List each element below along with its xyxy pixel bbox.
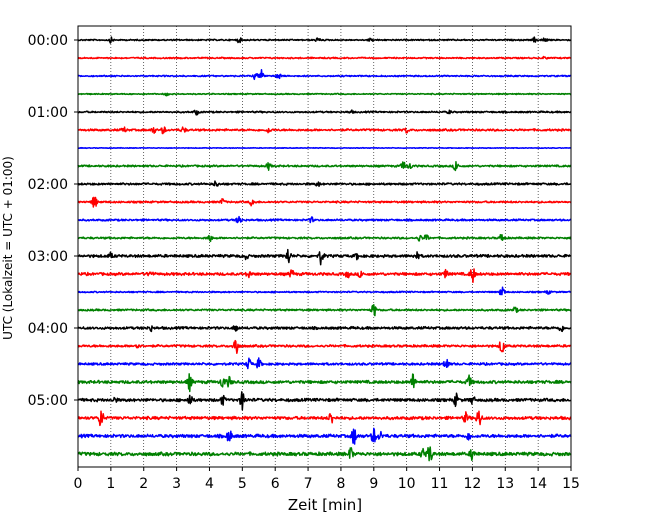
trace-line: [77, 325, 572, 333]
trace-line: [77, 248, 572, 266]
plot-frame: [77, 25, 572, 468]
y-axis-ticks: 00:00 01:00 02:00 03:00 04:00 05:00: [28, 33, 78, 409]
trace-line: [77, 146, 572, 150]
trace-line: [77, 268, 572, 284]
trace-line: [77, 357, 572, 370]
x-tick-label: 4: [205, 476, 214, 492]
trace-line: [77, 69, 572, 81]
y-tick-label: 01:00: [28, 105, 68, 121]
trace-line: [77, 446, 572, 462]
x-axis-ticks: 0 1 2 3 4 5 6 7 8 9 10 11 12 13 14 15: [74, 467, 580, 492]
y-tick-label: 02:00: [28, 177, 68, 193]
seismogram-traces: [77, 36, 572, 462]
x-tick-label: 11: [431, 476, 449, 492]
trace-line: [77, 180, 572, 188]
x-tick-label: 8: [336, 476, 345, 492]
trace-line: [77, 391, 572, 411]
x-tick-label: 14: [529, 476, 547, 492]
trace-line: [77, 427, 572, 445]
trace-line: [77, 286, 572, 296]
x-tick-label: 12: [463, 476, 481, 492]
trace-line: [77, 303, 572, 317]
trace-line: [77, 55, 572, 60]
trace-line: [77, 339, 572, 355]
trace-line: [77, 109, 572, 116]
trace-line: [77, 196, 572, 208]
x-tick-label: 6: [271, 476, 280, 492]
trace-line: [77, 233, 572, 243]
trace-line: [77, 126, 572, 135]
x-tick-label: 13: [496, 476, 514, 492]
x-tick-label: 7: [304, 476, 313, 492]
y-tick-label: 00:00: [28, 33, 68, 49]
trace-line: [77, 161, 572, 172]
x-tick-label: 5: [238, 476, 247, 492]
trace-line: [77, 36, 572, 44]
y-tick-label: 05:00: [28, 393, 68, 409]
trace-line: [77, 215, 572, 224]
x-axis-label: Zeit [min]: [288, 496, 362, 514]
x-tick-label: 1: [106, 476, 115, 492]
x-tick-label: 3: [172, 476, 181, 492]
x-tick-label: 2: [139, 476, 148, 492]
trace-line: [77, 373, 572, 393]
y-tick-label: 04:00: [28, 321, 68, 337]
x-tick-label: 9: [369, 476, 378, 492]
trace-line: [77, 92, 572, 97]
y-tick-label: 03:00: [28, 249, 68, 265]
trace-line: [77, 410, 572, 427]
x-tick-label: 0: [74, 476, 83, 492]
x-tick-label: 10: [398, 476, 416, 492]
y-axis-label: UTC (Lokalzeit = UTC + 01:00): [1, 156, 15, 340]
x-tick-label: 15: [562, 476, 580, 492]
